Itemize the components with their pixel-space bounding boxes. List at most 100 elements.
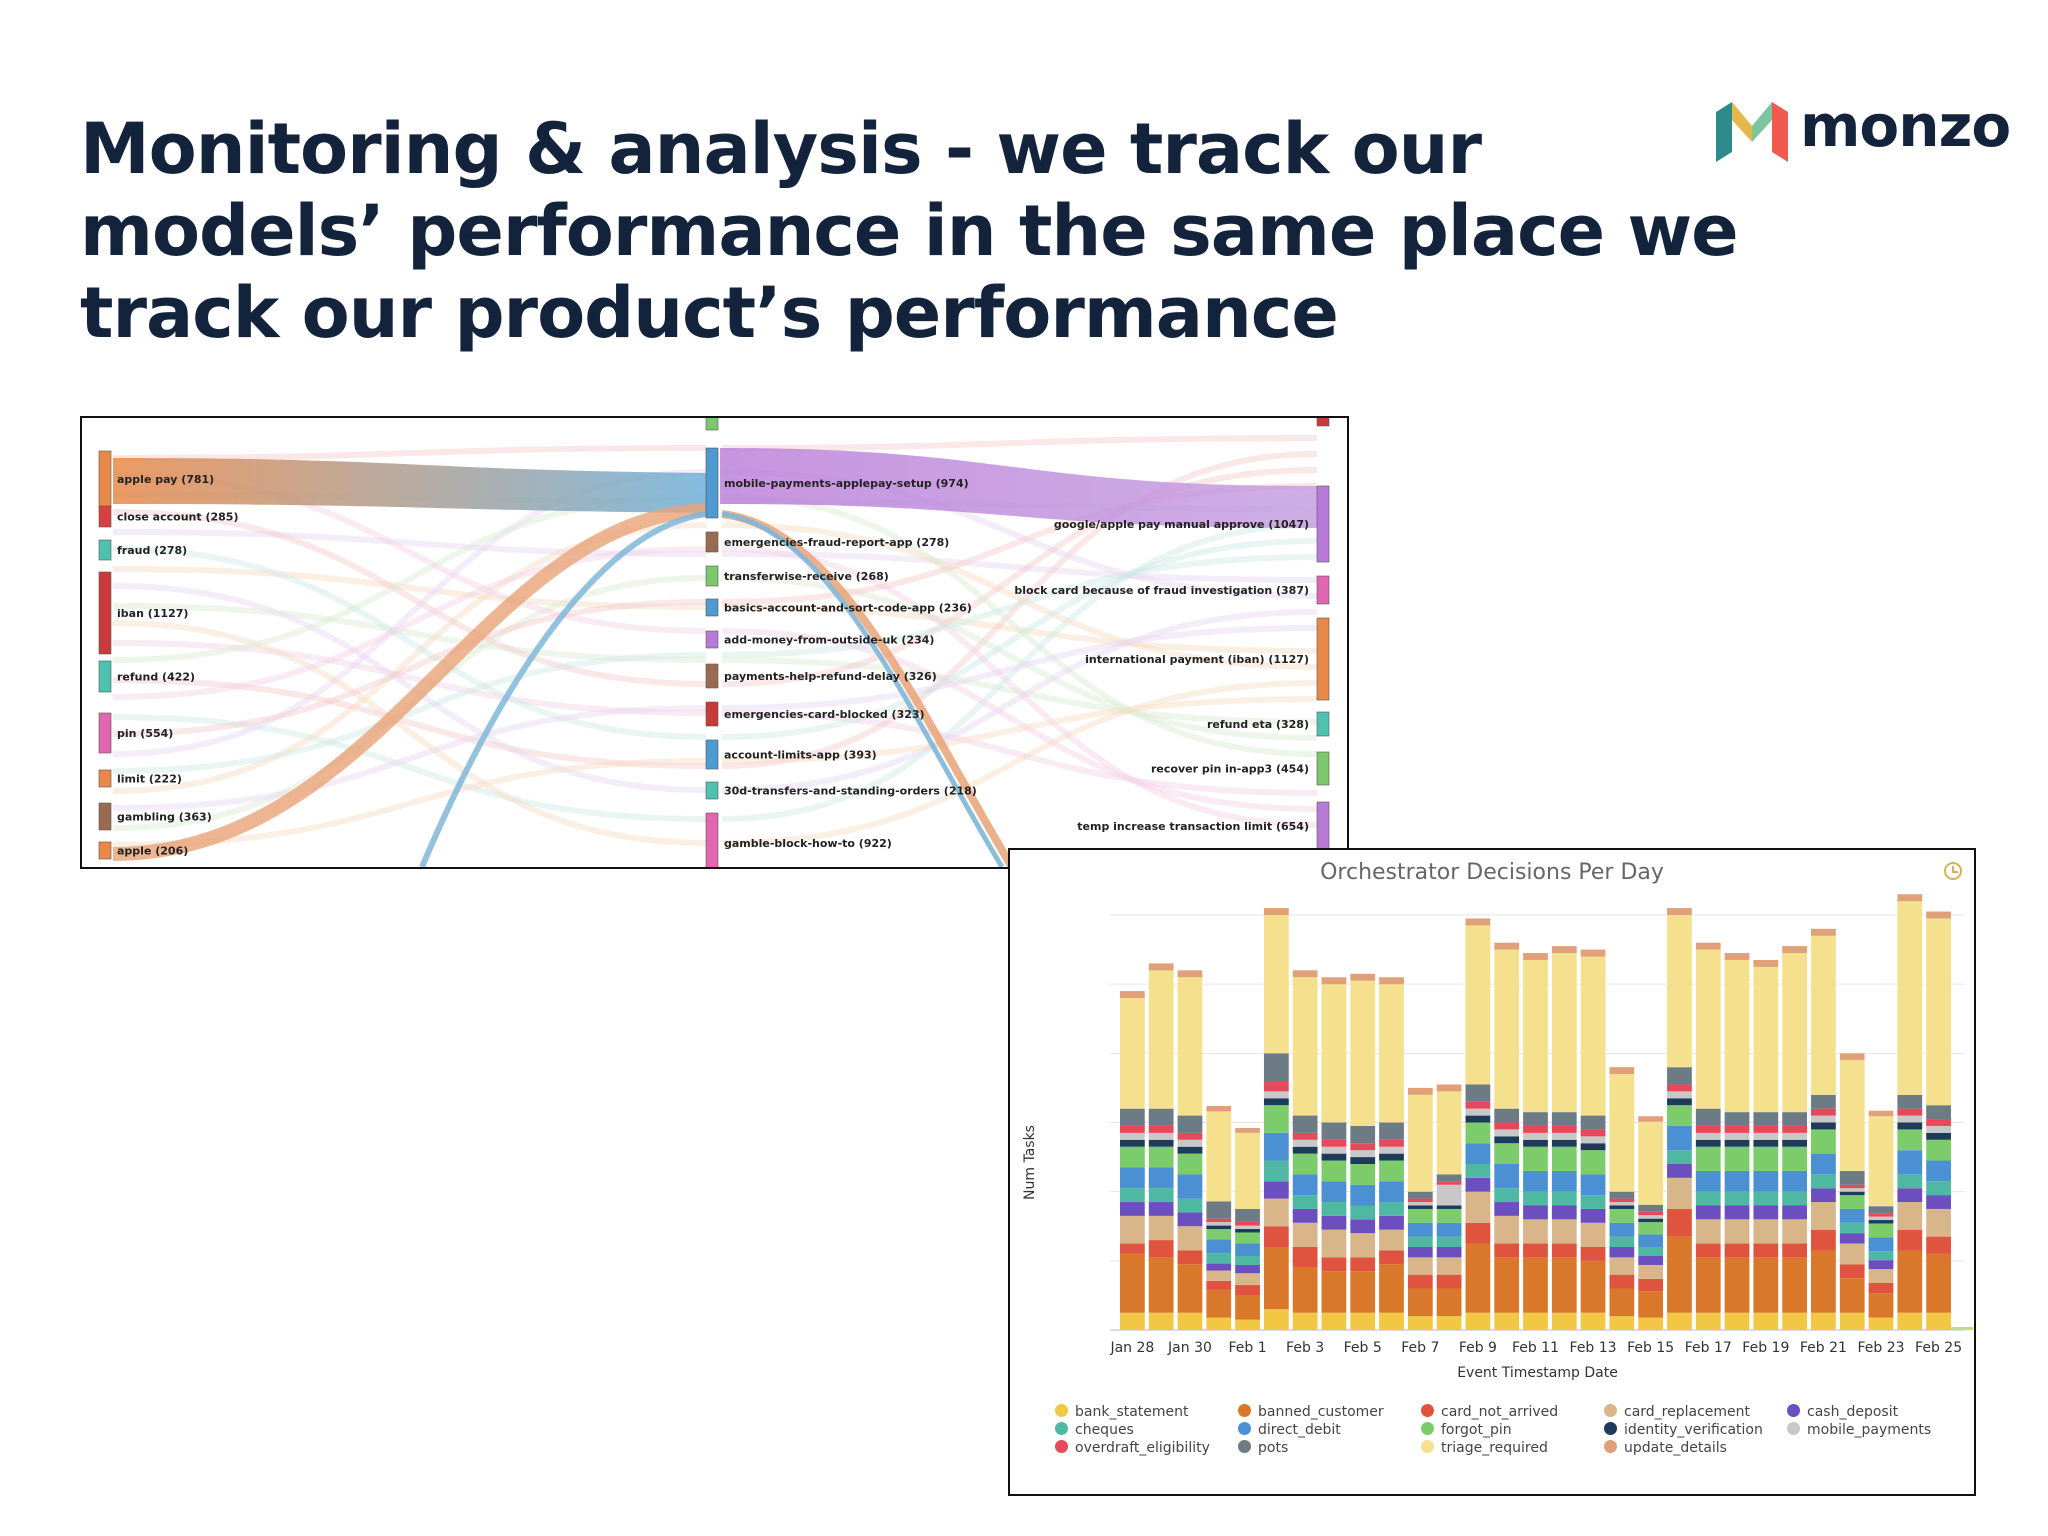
bar-segment[interactable]	[1523, 1219, 1548, 1244]
bar-segment[interactable]	[1494, 1143, 1520, 1164]
bar-segment[interactable]	[1523, 1257, 1548, 1313]
bar-segment[interactable]	[1407, 1274, 1433, 1289]
bar-segment[interactable]	[1638, 1222, 1664, 1235]
bar-segment[interactable]	[1724, 1219, 1750, 1244]
bar-segment[interactable]	[1897, 1094, 1923, 1109]
bar-segment[interactable]	[1494, 942, 1520, 950]
bar-segment[interactable]	[1667, 1177, 1692, 1209]
bar-segment[interactable]	[1667, 1125, 1692, 1151]
bar-segment[interactable]	[1667, 1084, 1692, 1092]
sankey-node[interactable]	[98, 802, 112, 831]
bar-segment[interactable]	[1811, 1129, 1836, 1154]
bar-segment[interactable]	[1638, 1278, 1664, 1292]
bar-segment[interactable]	[1782, 1139, 1808, 1147]
bar-segment[interactable]	[1292, 1222, 1318, 1247]
bar-segment[interactable]	[1465, 1191, 1491, 1223]
bar-segment[interactable]	[1494, 1188, 1520, 1203]
bar-segment[interactable]	[1753, 1125, 1779, 1133]
bar-segment[interactable]	[1667, 915, 1692, 1068]
bar-segment[interactable]	[1292, 1139, 1318, 1147]
bar-segment[interactable]	[1436, 1181, 1462, 1185]
bar-segment[interactable]	[1609, 1257, 1635, 1275]
bar-segment[interactable]	[1724, 1205, 1750, 1220]
bar-segment[interactable]	[1120, 1202, 1145, 1216]
legend-item[interactable]: card_not_arrived	[1421, 1404, 1558, 1420]
bar-segment[interactable]	[1379, 1215, 1404, 1230]
legend-item[interactable]: card_replacement	[1604, 1404, 1750, 1420]
bar-segment[interactable]	[1695, 1146, 1721, 1171]
bar-segment[interactable]	[1407, 1094, 1433, 1192]
bar-segment[interactable]	[1321, 1181, 1347, 1203]
bar-segment[interactable]	[1609, 1274, 1635, 1289]
bar-segment[interactable]	[1263, 1226, 1289, 1247]
bar-segment[interactable]	[1551, 1191, 1577, 1206]
bar-segment[interactable]	[1263, 1098, 1289, 1106]
bar-segment[interactable]	[1494, 1202, 1520, 1216]
bar-segment[interactable]	[1551, 1139, 1577, 1147]
bar-segment[interactable]	[1638, 1264, 1664, 1279]
bar-segment[interactable]	[1350, 1150, 1376, 1158]
bar-segment[interactable]	[1292, 1267, 1318, 1313]
bar-segment[interactable]	[1494, 1122, 1520, 1130]
bar-segment[interactable]	[1926, 1125, 1951, 1133]
bar-segment[interactable]	[1321, 1122, 1347, 1140]
bar-segment[interactable]	[1494, 1136, 1520, 1144]
bar-segment[interactable]	[1551, 946, 1577, 954]
bar-segment[interactable]	[1580, 1150, 1606, 1175]
bar-segment[interactable]	[1407, 1087, 1433, 1095]
bar-segment[interactable]	[1695, 1205, 1721, 1220]
bar-segment[interactable]	[1350, 980, 1376, 1126]
bar-segment[interactable]	[1379, 977, 1404, 985]
bar-segment[interactable]	[1695, 1108, 1721, 1126]
bar-segment[interactable]	[1695, 1125, 1721, 1133]
bar-segment[interactable]	[1436, 1274, 1462, 1289]
bar-segment[interactable]	[1580, 1312, 1606, 1330]
bar-segment[interactable]	[1263, 1081, 1289, 1092]
bar-segment[interactable]	[1609, 1222, 1635, 1237]
bar-segment[interactable]	[1407, 1208, 1433, 1223]
bar-segment[interactable]	[1951, 1327, 1974, 1330]
bar-segment[interactable]	[1580, 1195, 1606, 1209]
bar-segment[interactable]	[1580, 956, 1606, 1116]
bar-segment[interactable]	[1292, 1115, 1318, 1133]
bar-segment[interactable]	[1638, 1234, 1664, 1247]
bar-segment[interactable]	[1235, 1232, 1260, 1244]
bar-segment[interactable]	[1206, 1317, 1232, 1330]
bar-segment[interactable]	[1465, 918, 1491, 926]
bar-segment[interactable]	[1235, 1229, 1260, 1233]
bar-segment[interactable]	[1580, 1208, 1606, 1223]
bar-segment[interactable]	[1321, 977, 1347, 985]
sankey-node[interactable]	[98, 450, 112, 508]
bar-segment[interactable]	[1436, 1316, 1462, 1330]
sankey-node[interactable]	[705, 565, 719, 587]
bar-segment[interactable]	[1379, 1146, 1404, 1154]
bar-segment[interactable]	[1811, 928, 1836, 936]
bar-segment[interactable]	[1148, 1125, 1174, 1133]
bar-segment[interactable]	[1436, 1208, 1462, 1223]
bar-segment[interactable]	[1753, 1170, 1779, 1192]
bar-segment[interactable]	[1897, 901, 1923, 1095]
bar-segment[interactable]	[1148, 1132, 1174, 1140]
sankey-node[interactable]	[705, 739, 719, 770]
bar-segment[interactable]	[1782, 1170, 1808, 1192]
bar-segment[interactable]	[1235, 1221, 1260, 1226]
bar-segment[interactable]	[1782, 1312, 1808, 1330]
bar-segment[interactable]	[1782, 1146, 1808, 1171]
bar-segment[interactable]	[1782, 1243, 1808, 1258]
bar-segment[interactable]	[1379, 1250, 1404, 1265]
bar-segment[interactable]	[1292, 977, 1318, 1116]
bar-segment[interactable]	[1897, 1115, 1923, 1123]
bar-segment[interactable]	[1177, 970, 1203, 978]
bar-segment[interactable]	[1292, 1208, 1318, 1223]
legend-item[interactable]: identity_verification	[1604, 1422, 1763, 1438]
bar-segment[interactable]	[1753, 966, 1779, 1113]
bar-segment[interactable]	[1321, 1153, 1347, 1161]
bar-segment[interactable]	[1436, 1205, 1462, 1209]
bar-segment[interactable]	[1667, 1098, 1692, 1106]
bar-segment[interactable]	[1667, 1312, 1692, 1330]
sankey-node[interactable]	[98, 712, 112, 754]
bar-segment[interactable]	[1120, 998, 1145, 1109]
bar-segment[interactable]	[1897, 1202, 1923, 1230]
bar-segment[interactable]	[1177, 1226, 1203, 1251]
bar-segment[interactable]	[1177, 1174, 1203, 1199]
